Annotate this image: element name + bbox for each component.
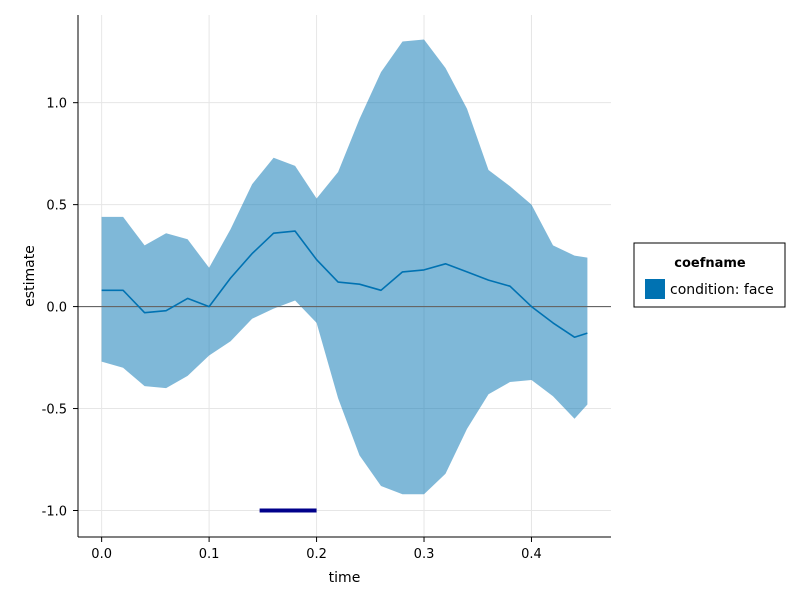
x-tick-labels: 0.0 0.1 0.2 0.3 0.4 [91, 547, 542, 562]
ci-band [101, 39, 588, 495]
x-tick-label: 0.2 [306, 547, 327, 562]
series-line [101, 230, 588, 339]
y-tick-label: -0.5 [42, 403, 67, 418]
y-tick-label: 1.0 [46, 97, 67, 112]
legend: coefname condition: face [633, 242, 786, 308]
y-tick-label: 0.5 [46, 199, 67, 214]
y-axis-label: estimate [22, 245, 38, 307]
y-tick-label: 0.0 [46, 301, 67, 316]
axes [73, 15, 611, 542]
x-tick-label: 0.0 [91, 547, 112, 562]
ci-band-layer [101, 39, 588, 495]
legend-swatch [645, 279, 665, 299]
y-tick-label: -1.0 [42, 504, 67, 519]
x-tick-label: 0.1 [199, 547, 220, 562]
x-axis-label: time [329, 570, 361, 586]
legend-title: coefname [674, 256, 746, 271]
y-tick-labels: -1.0 -0.5 0.0 0.5 1.0 [42, 97, 67, 520]
x-tick-label: 0.4 [521, 547, 542, 562]
legend-entry-label: condition: face [670, 282, 774, 298]
x-tick-label: 0.3 [414, 547, 435, 562]
series-line-layer [101, 230, 588, 339]
